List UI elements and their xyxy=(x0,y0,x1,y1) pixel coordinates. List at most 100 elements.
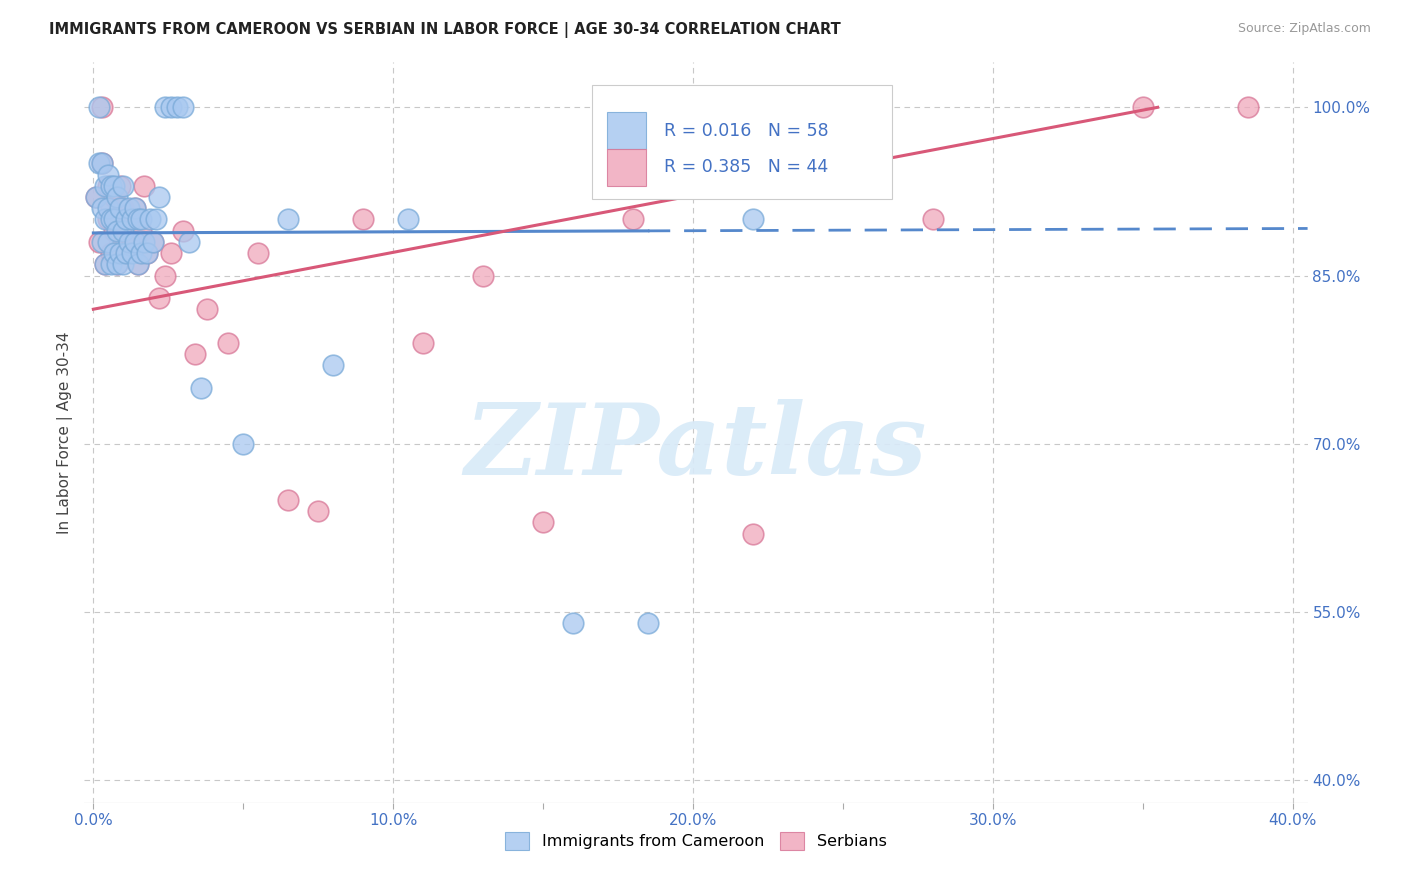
Point xyxy=(105,190,128,204)
FancyBboxPatch shape xyxy=(606,149,645,186)
Text: ZIPatlas: ZIPatlas xyxy=(465,400,927,496)
Point xyxy=(921,212,943,227)
FancyBboxPatch shape xyxy=(592,85,891,200)
Point xyxy=(118,212,141,227)
Point xyxy=(89,100,111,114)
Point xyxy=(91,100,114,114)
Point xyxy=(89,235,111,249)
Point xyxy=(155,268,177,283)
Point xyxy=(172,100,194,114)
Point xyxy=(136,246,159,260)
Point xyxy=(562,616,585,631)
Point xyxy=(110,178,132,193)
Text: IMMIGRANTS FROM CAMEROON VS SERBIAN IN LABOR FORCE | AGE 30-34 CORRELATION CHART: IMMIGRANTS FROM CAMEROON VS SERBIAN IN L… xyxy=(49,22,841,38)
Point xyxy=(217,335,239,350)
Point xyxy=(166,100,188,114)
Point xyxy=(142,235,165,249)
Point xyxy=(94,257,117,271)
Point xyxy=(742,526,765,541)
Point xyxy=(307,504,329,518)
Point xyxy=(112,178,135,193)
Point xyxy=(155,100,177,114)
Point xyxy=(97,178,120,193)
Point xyxy=(121,246,143,260)
Point xyxy=(91,156,114,170)
Point xyxy=(124,235,146,249)
Point xyxy=(195,302,218,317)
Point xyxy=(124,201,146,215)
Point xyxy=(121,235,143,249)
Point xyxy=(86,190,108,204)
Point xyxy=(100,212,122,227)
Point xyxy=(412,335,434,350)
Point xyxy=(94,212,117,227)
Point xyxy=(184,347,207,361)
Point xyxy=(172,224,194,238)
Point xyxy=(139,212,162,227)
Point xyxy=(103,246,125,260)
Point xyxy=(94,178,117,193)
Point xyxy=(148,190,170,204)
Text: R = 0.016   N = 58: R = 0.016 N = 58 xyxy=(664,121,828,139)
Point xyxy=(1132,100,1154,114)
Point xyxy=(396,212,419,227)
Point xyxy=(97,168,120,182)
Text: R = 0.385   N = 44: R = 0.385 N = 44 xyxy=(664,158,828,177)
Point xyxy=(160,246,183,260)
Point xyxy=(97,212,120,227)
Point xyxy=(115,212,138,227)
Point xyxy=(91,235,114,249)
Point xyxy=(118,235,141,249)
Point xyxy=(91,201,114,215)
Point xyxy=(118,201,141,215)
Point xyxy=(112,235,135,249)
FancyBboxPatch shape xyxy=(606,112,645,149)
Point xyxy=(247,246,270,260)
Point xyxy=(134,235,156,249)
Point xyxy=(103,178,125,193)
Point xyxy=(277,492,299,507)
Point xyxy=(1236,100,1258,114)
Y-axis label: In Labor Force | Age 30-34: In Labor Force | Age 30-34 xyxy=(58,331,73,534)
Point xyxy=(94,257,117,271)
Point xyxy=(115,246,138,260)
Point xyxy=(190,381,212,395)
Point xyxy=(131,224,153,238)
Point xyxy=(127,212,149,227)
Point xyxy=(131,246,153,260)
Point xyxy=(277,212,299,227)
Point xyxy=(103,212,125,227)
Point xyxy=(127,257,149,271)
Point xyxy=(136,246,159,260)
Point xyxy=(97,201,120,215)
Point xyxy=(110,246,132,260)
Point xyxy=(115,246,138,260)
Point xyxy=(531,516,554,530)
Point xyxy=(637,616,659,631)
Point xyxy=(127,257,149,271)
Point xyxy=(105,224,128,238)
Point xyxy=(112,224,135,238)
Legend: Immigrants from Cameroon, Serbians: Immigrants from Cameroon, Serbians xyxy=(505,832,887,850)
Point xyxy=(148,291,170,305)
Point xyxy=(232,437,254,451)
Point xyxy=(86,190,108,204)
Point xyxy=(179,235,201,249)
Point xyxy=(105,257,128,271)
Point xyxy=(105,257,128,271)
Point xyxy=(621,212,644,227)
Point xyxy=(742,212,765,227)
Point xyxy=(142,235,165,249)
Point xyxy=(160,100,183,114)
Point xyxy=(352,212,374,227)
Point xyxy=(472,268,495,283)
Point xyxy=(103,190,125,204)
Point xyxy=(100,201,122,215)
Point xyxy=(112,257,135,271)
Point xyxy=(103,224,125,238)
Point xyxy=(121,212,143,227)
Point xyxy=(100,246,122,260)
Point xyxy=(89,156,111,170)
Point xyxy=(91,156,114,170)
Point xyxy=(322,359,344,373)
